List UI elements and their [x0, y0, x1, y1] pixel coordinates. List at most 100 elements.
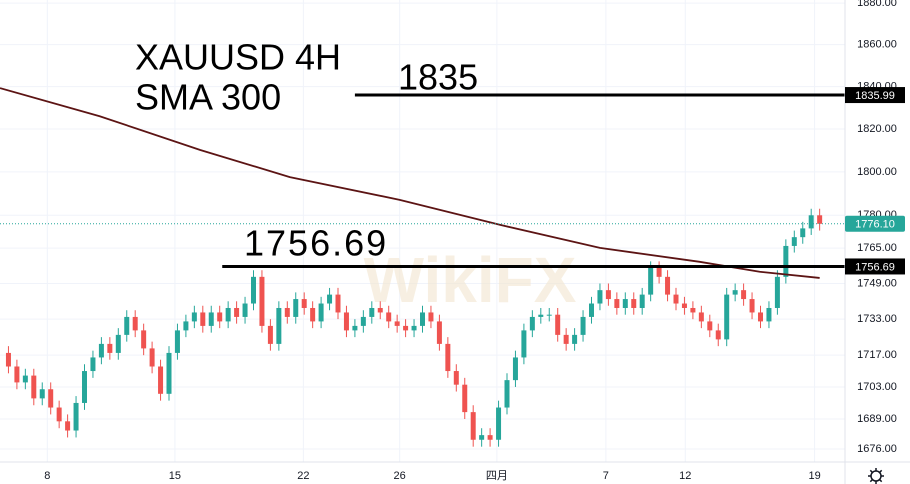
candle-body — [174, 330, 180, 353]
candle-body — [453, 371, 459, 385]
annotation: XAUUSD 4H — [135, 37, 341, 78]
candle-body — [698, 312, 704, 322]
candle-body — [335, 294, 341, 313]
level-label: 1835.99 — [855, 90, 895, 102]
candle-body — [496, 407, 502, 440]
candle-body — [572, 334, 578, 344]
candle-body — [411, 325, 417, 331]
y-tick-label: 1717.00 — [857, 349, 897, 361]
x-tick-label: 12 — [679, 470, 691, 482]
x-tick-label: 26 — [394, 470, 406, 482]
candle-body — [217, 312, 223, 322]
settings-icon[interactable] — [868, 468, 884, 484]
candle-body — [538, 314, 544, 317]
level-box — [845, 258, 905, 275]
x-tick-label: 四月 — [486, 470, 508, 482]
candle-body — [589, 303, 594, 317]
level-box — [845, 87, 905, 104]
x-tick-label: 7 — [603, 470, 609, 482]
candle-body — [259, 276, 265, 326]
candle-body — [445, 343, 451, 372]
candle-body — [479, 435, 485, 440]
last-price-label: 1776.10 — [855, 219, 895, 231]
candle-body — [14, 366, 20, 383]
candle-body — [5, 352, 11, 367]
candle-body — [648, 267, 654, 295]
candle-body — [234, 307, 240, 317]
candle-body — [470, 412, 476, 440]
y-tick-label: 1820.00 — [857, 123, 897, 135]
candle-body — [605, 290, 611, 300]
y-tick-label: 1860.00 — [857, 39, 897, 51]
annotation: 1835 — [398, 57, 478, 98]
candle-body — [783, 245, 789, 277]
candle-body — [597, 290, 603, 304]
candle-body — [580, 316, 586, 335]
candle-body — [39, 389, 45, 399]
y-tick-label: 1880.00 — [857, 0, 897, 9]
candle-body — [546, 314, 552, 316]
candle-body — [563, 334, 569, 344]
candle-body — [656, 267, 662, 277]
candle-body — [817, 215, 823, 224]
candle-body — [614, 299, 620, 308]
candle-body — [462, 384, 468, 413]
candle-body — [741, 290, 747, 300]
candle-body — [115, 334, 121, 353]
grid — [0, 0, 845, 462]
y-tick-label: 1703.00 — [857, 381, 897, 393]
y-tick-label: 1800.00 — [857, 166, 897, 178]
candle-body — [428, 312, 434, 322]
y-tick-label: 1676.00 — [857, 443, 897, 455]
candle-body — [529, 316, 535, 331]
candle-body — [22, 375, 28, 383]
y-tick-label: 1749.00 — [857, 277, 897, 289]
candle-body — [766, 307, 772, 322]
annotation: SMA 300 — [135, 77, 281, 118]
candle-body — [808, 215, 814, 229]
candle-body — [774, 276, 780, 308]
candle-body — [352, 325, 358, 331]
candle-body — [681, 303, 687, 308]
candle-body — [48, 389, 54, 408]
candle-body — [403, 325, 409, 331]
candle-body — [512, 357, 518, 381]
candle-body — [707, 321, 713, 331]
candle-body — [82, 371, 87, 403]
candle-body — [504, 380, 510, 408]
y-tick-label: 1765.00 — [857, 242, 897, 254]
candle-body — [301, 299, 307, 308]
candle-body — [749, 299, 755, 313]
candle-body — [327, 294, 333, 304]
candle-body — [276, 307, 282, 344]
watermark: WikiFX — [364, 244, 577, 316]
candle-body — [487, 435, 493, 440]
candle-body — [622, 299, 628, 308]
candle-body — [208, 312, 214, 326]
level-label: 1756.69 — [855, 261, 895, 273]
x-tick-label: 8 — [44, 470, 50, 482]
candle-body — [436, 321, 442, 344]
candle-body — [90, 357, 96, 372]
plot — [0, 87, 845, 447]
candle-body — [758, 312, 763, 322]
candle-body — [318, 303, 324, 322]
candle-body — [673, 294, 679, 304]
candle-body — [73, 402, 79, 431]
candle-body — [284, 307, 290, 317]
candle-body — [132, 316, 138, 331]
candle-body — [343, 312, 349, 331]
annotation: 1756.69 — [244, 223, 388, 264]
candle-body — [251, 276, 256, 304]
candle-body — [521, 330, 527, 358]
candle-body — [267, 325, 273, 344]
candle-body — [724, 294, 730, 340]
y-tick-label: 1689.00 — [857, 413, 897, 425]
candle-body — [386, 312, 392, 322]
y-tick-label: 1733.00 — [857, 313, 897, 325]
candle-body — [293, 299, 299, 317]
candle-body — [191, 312, 197, 322]
candle-body — [31, 375, 37, 399]
